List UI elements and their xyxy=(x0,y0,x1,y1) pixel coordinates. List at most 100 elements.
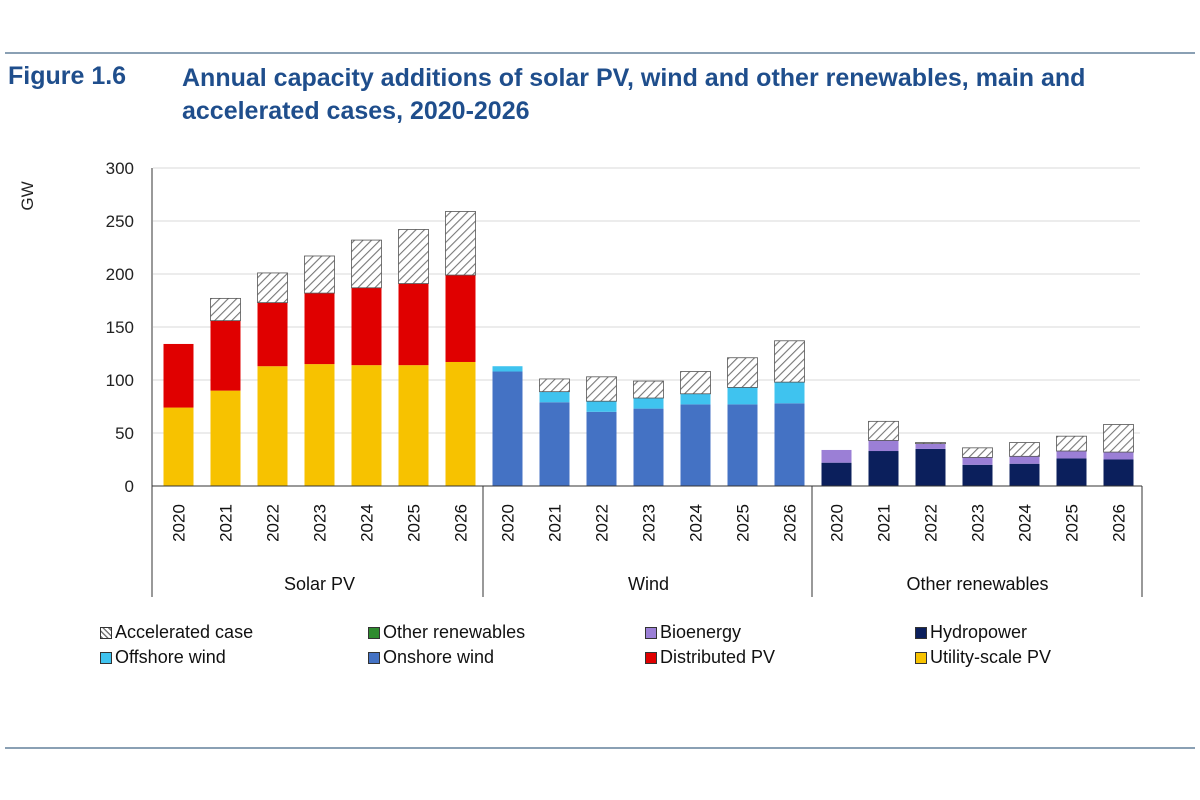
bar-solar-pv-utility-scale-pv-2025 xyxy=(398,365,429,486)
legend-label: Utility-scale PV xyxy=(930,647,1052,667)
legend-label: Hydropower xyxy=(930,622,1028,642)
bar-wind-onshore-wind-2023 xyxy=(633,408,664,486)
x-tick-label: 2025 xyxy=(405,504,424,542)
legend-swatch xyxy=(645,651,657,664)
bar-wind-accelerated-case-2023 xyxy=(633,380,664,399)
bar-solar-pv-distributed-pv-2023 xyxy=(304,293,335,365)
bar-wind-offshore-wind-2022 xyxy=(586,401,617,412)
legend-item-distributed-pv: Distributed PV xyxy=(645,647,775,668)
x-tick-label: 2023 xyxy=(969,504,988,542)
bar-wind-offshore-wind-2023 xyxy=(633,398,664,409)
group-label-wind: Wind xyxy=(628,574,669,594)
bar-other-renewables-accelerated-case-2024 xyxy=(1009,442,1040,457)
x-tick-label: 2020 xyxy=(499,504,518,542)
bar-other-renewables-hydropower-2022 xyxy=(915,448,946,486)
bar-solar-pv-utility-scale-pv-2021 xyxy=(210,390,241,486)
bar-other-renewables-hydropower-2023 xyxy=(962,464,993,486)
legend-label: Other renewables xyxy=(383,622,526,642)
legend-swatch xyxy=(645,626,657,639)
top-rule xyxy=(5,52,1195,54)
x-tick-label: 2022 xyxy=(593,504,612,542)
bar-other-renewables-bioenergy-2020 xyxy=(821,449,852,463)
bar-solar-pv-accelerated-case-2021 xyxy=(210,297,241,322)
bar-other-renewables-accelerated-case-2022 xyxy=(915,442,946,445)
bar-other-renewables-accelerated-case-2026 xyxy=(1103,424,1134,453)
bottom-rule xyxy=(5,747,1195,749)
bar-wind-onshore-wind-2021 xyxy=(539,402,570,486)
legend-label: Distributed PV xyxy=(660,647,776,667)
y-tick-label: 300 xyxy=(106,159,134,178)
bar-wind-offshore-wind-2025 xyxy=(727,387,758,405)
y-axis-label: GW xyxy=(18,181,37,210)
bar-wind-onshore-wind-2025 xyxy=(727,404,758,486)
legend-swatch xyxy=(100,626,112,639)
y-tick-label: 200 xyxy=(106,265,134,284)
bar-wind-accelerated-case-2021 xyxy=(539,378,570,393)
bar-solar-pv-utility-scale-pv-2022 xyxy=(257,366,288,486)
bar-other-renewables-accelerated-case-2021 xyxy=(868,420,899,441)
bar-wind-accelerated-case-2026 xyxy=(774,340,805,383)
bar-other-renewables-bioenergy-2025 xyxy=(1056,451,1087,459)
bar-other-renewables-hydropower-2020 xyxy=(821,462,852,486)
legend-item-bioenergy: Bioenergy xyxy=(645,622,741,643)
x-tick-label: 2026 xyxy=(452,504,471,542)
bar-wind-accelerated-case-2025 xyxy=(727,357,758,388)
legend-swatch xyxy=(915,651,927,664)
x-tick-label: 2021 xyxy=(875,504,894,542)
bar-wind-accelerated-case-2024 xyxy=(680,371,711,395)
legend-item-utility-scale-pv: Utility-scale PV xyxy=(915,647,1051,668)
bar-other-renewables-bioenergy-2026 xyxy=(1103,452,1134,460)
bar-solar-pv-accelerated-case-2022 xyxy=(257,272,288,304)
legend-item-other-renewables: Other renewables xyxy=(368,622,525,643)
y-tick-label: 250 xyxy=(106,212,134,231)
bar-solar-pv-distributed-pv-2026 xyxy=(445,275,476,362)
bar-other-renewables-bioenergy-2021 xyxy=(868,440,899,452)
x-tick-label: 2025 xyxy=(1063,504,1082,542)
x-tick-label: 2021 xyxy=(546,504,565,542)
x-tick-label: 2022 xyxy=(264,504,283,542)
bar-wind-offshore-wind-2024 xyxy=(680,393,711,405)
figure-title: Annual capacity additions of solar PV, w… xyxy=(182,64,1086,125)
y-tick-label: 150 xyxy=(106,318,134,337)
figure-label: Figure 1.6 xyxy=(8,62,127,90)
bar-other-renewables-accelerated-case-2023 xyxy=(962,447,993,458)
x-tick-label: 2026 xyxy=(1110,504,1129,542)
bar-wind-onshore-wind-2026 xyxy=(774,403,805,486)
legend-item-offshore-wind: Offshore wind xyxy=(100,647,226,668)
bar-other-renewables-accelerated-case-2025 xyxy=(1056,435,1087,452)
x-tick-label: 2026 xyxy=(781,504,800,542)
y-tick-label: 0 xyxy=(125,477,134,496)
bar-wind-offshore-wind-2026 xyxy=(774,382,805,404)
bar-other-renewables-hydropower-2024 xyxy=(1009,463,1040,486)
x-tick-label: 2024 xyxy=(1016,504,1035,542)
x-tick-label: 2024 xyxy=(687,504,706,542)
legend-label: Bioenergy xyxy=(660,622,742,642)
bar-solar-pv-utility-scale-pv-2026 xyxy=(445,361,476,486)
bar-solar-pv-utility-scale-pv-2023 xyxy=(304,364,335,486)
legend-item-hydropower: Hydropower xyxy=(915,622,1027,643)
x-tick-label: 2020 xyxy=(828,504,847,542)
bar-solar-pv-utility-scale-pv-2020 xyxy=(163,407,194,486)
bar-solar-pv-distributed-pv-2020 xyxy=(163,343,194,408)
legend-swatch xyxy=(368,626,380,639)
x-tick-label: 2021 xyxy=(217,504,236,542)
y-tick-label: 50 xyxy=(115,424,134,443)
group-label-solar-pv: Solar PV xyxy=(284,574,355,594)
legend-swatch xyxy=(915,626,927,639)
bar-wind-offshore-wind-2020 xyxy=(492,366,523,372)
bar-wind-onshore-wind-2020 xyxy=(492,371,523,486)
x-tick-label: 2025 xyxy=(734,504,753,542)
bar-solar-pv-accelerated-case-2026 xyxy=(445,211,476,276)
legend-label: Offshore wind xyxy=(115,647,226,667)
bar-solar-pv-utility-scale-pv-2024 xyxy=(351,365,382,486)
bar-solar-pv-distributed-pv-2024 xyxy=(351,287,382,366)
legend-swatch xyxy=(368,651,380,664)
bar-wind-onshore-wind-2024 xyxy=(680,404,711,486)
bar-solar-pv-accelerated-case-2023 xyxy=(304,255,335,294)
legend-item-accelerated-case: Accelerated case xyxy=(100,622,253,643)
x-tick-label: 2023 xyxy=(311,504,330,542)
bar-other-renewables-bioenergy-2024 xyxy=(1009,456,1040,464)
group-label-other-renewables: Other renewables xyxy=(906,574,1048,594)
bar-solar-pv-accelerated-case-2024 xyxy=(351,239,382,289)
bar-wind-onshore-wind-2022 xyxy=(586,411,617,486)
